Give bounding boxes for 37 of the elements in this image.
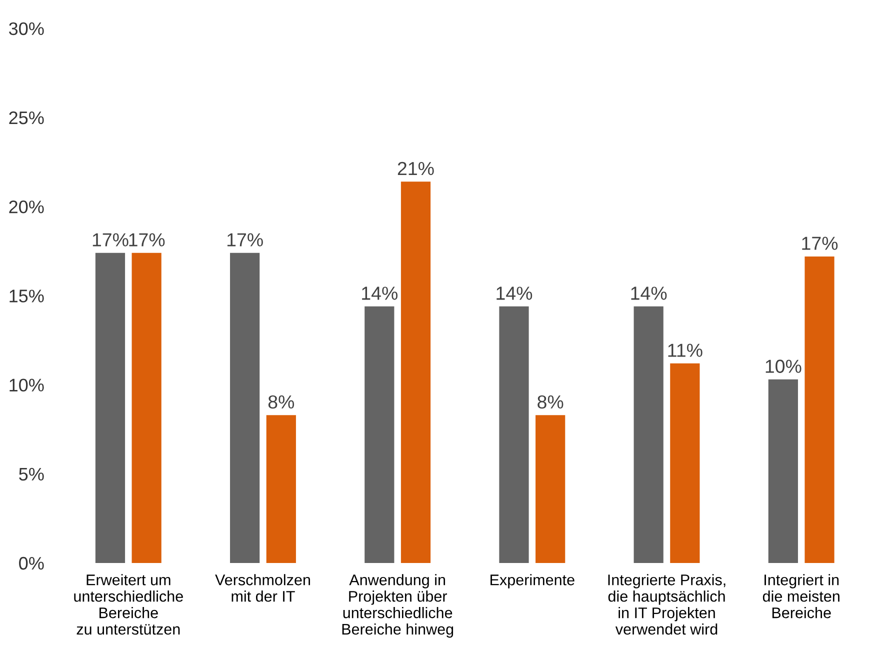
x-tick-label: Erweitert um unterschiedliche Bereiche zu unterstützen (74, 574, 183, 635)
data-label: 17% (227, 233, 263, 246)
bar (536, 415, 566, 563)
data-label: 17% (92, 233, 128, 246)
y-tick-label: 5% (19, 468, 44, 481)
data-label: 17% (129, 233, 165, 246)
data-label: 14% (362, 286, 398, 300)
bar (400, 182, 431, 563)
x-tick-label: Experimente (490, 574, 574, 588)
bar (768, 379, 798, 563)
x-tick-label: Verschmolzen mit der IT (215, 574, 310, 602)
x-tick-label: Integrierte Praxis, die hauptsächlich in IT Projekten verwendet wird (608, 574, 726, 635)
data-label: 10% (766, 360, 802, 373)
y-tick-label: 15% (10, 290, 44, 302)
bar (266, 415, 296, 563)
bar (230, 252, 260, 563)
bar (804, 256, 834, 563)
x-tick-label: Integriert in die meisten Bereiche (762, 574, 840, 618)
data-label: 21% (398, 162, 434, 176)
data-label: 14% (496, 286, 532, 300)
y-tick-label: 0% (19, 556, 44, 570)
bar (670, 363, 700, 563)
data-label: 17% (802, 236, 838, 250)
bar (132, 252, 162, 563)
y-tick-label: 10% (10, 378, 44, 392)
x-tick-label: Anwendung in Projekten über unterschiedliche Bereiche hinweg (342, 574, 454, 638)
data-label: 11% (668, 344, 702, 357)
y-tick-label: 30% (8, 22, 44, 36)
data-label: 14% (631, 286, 667, 300)
data-label: 8% (268, 395, 294, 409)
bar (95, 252, 126, 563)
y-tick-label: 25% (9, 111, 44, 124)
bar (499, 306, 529, 563)
bar (634, 306, 664, 563)
bar (364, 306, 394, 563)
data-label: 8% (538, 395, 564, 409)
y-tick-label: 20% (9, 200, 44, 214)
